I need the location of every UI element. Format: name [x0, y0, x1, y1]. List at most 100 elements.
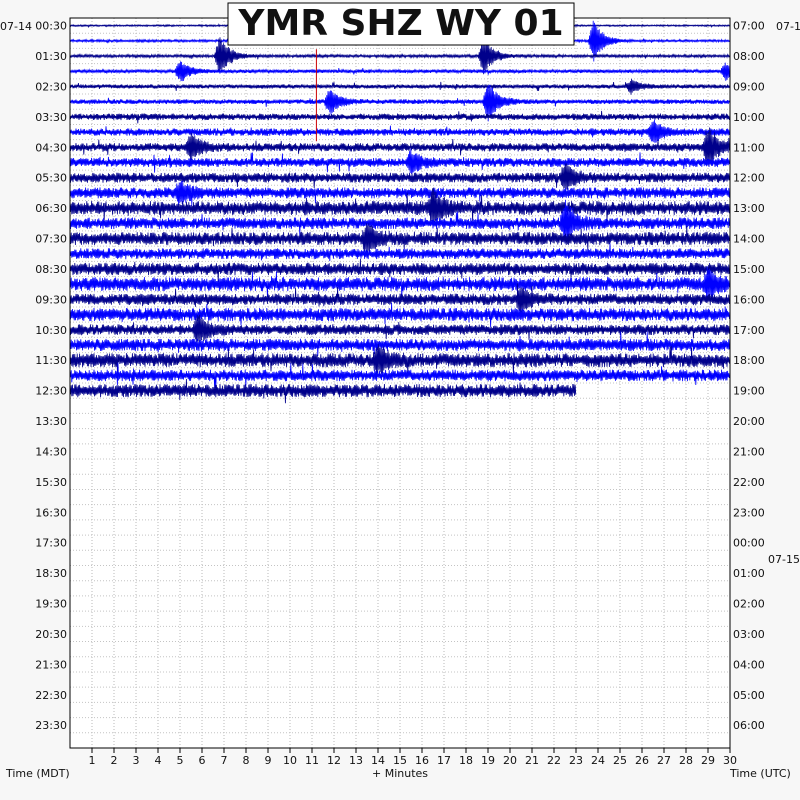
left-axis-label: Time (MDT): [5, 767, 70, 780]
trace-row: [69, 283, 730, 313]
right-hour-label: 06:00: [733, 719, 765, 732]
trace-row: [69, 119, 730, 143]
left-hour-label: 08:30: [35, 263, 67, 276]
left-hour-label: 13:30: [35, 415, 67, 428]
right-hour-label: 12:00: [733, 172, 765, 185]
left-hour-label: 19:30: [35, 598, 67, 611]
x-axis-ticks: 1 2 3 4 5 6 7 8 9 10 11 12 13 14 15 16 17 18 19 20 21 22 23 24 2…: [89, 748, 737, 767]
right-hour-label: 08:00: [733, 50, 765, 63]
x-tick-label: 12: [327, 754, 341, 767]
left-hour-label: 12:30: [35, 385, 67, 398]
left-hour-label: 02:30: [35, 80, 67, 93]
right-hour-label: 22:00: [733, 476, 765, 489]
left-hour-label: 15:30: [35, 476, 67, 489]
trace-row: [69, 302, 730, 328]
right-axis-label: Time (UTC): [729, 767, 791, 780]
right-hour-label: 19:00: [733, 385, 765, 398]
trace-row: [69, 37, 730, 75]
x-tick-label: 20: [503, 754, 517, 767]
seismic-traces: [69, 20, 730, 404]
trace-row: [69, 266, 730, 299]
trace-row: [69, 199, 730, 244]
trace-row: [69, 180, 730, 207]
x-tick-label: 14: [371, 754, 385, 767]
left-hour-label: 03:30: [35, 111, 67, 124]
right-date-label-top: 07-14: [776, 20, 800, 33]
left-hour-label: 05:30: [35, 172, 67, 185]
left-time-labels: 00:30 01:30 02:30 03:30 04:30 05:30 06:30 07:30…: [35, 20, 67, 733]
right-hour-label: 02:00: [733, 598, 765, 611]
right-hour-label: 10:00: [733, 111, 765, 124]
right-hour-label: 20:00: [733, 415, 765, 428]
x-tick-label: 8: [243, 754, 250, 767]
trace-row: [69, 127, 730, 166]
x-tick-label: 22: [547, 754, 561, 767]
right-hour-label: 14:00: [733, 233, 765, 246]
x-tick-label: 9: [265, 754, 272, 767]
trace-row: [69, 362, 730, 389]
x-tick-label: 24: [591, 754, 605, 767]
grid: [70, 18, 730, 748]
x-tick-label: 23: [569, 754, 583, 767]
trace-row: [69, 163, 730, 190]
left-hour-label: 10:30: [35, 324, 67, 337]
left-hour-label: 18:30: [35, 567, 67, 580]
right-hour-label: 11:00: [733, 141, 765, 154]
x-tick-label: 10: [283, 754, 297, 767]
trace-row: [69, 78, 730, 95]
left-hour-label: 22:30: [35, 689, 67, 702]
x-tick-label: 2: [111, 754, 118, 767]
x-tick-label: 18: [459, 754, 473, 767]
x-tick-label: 30: [723, 754, 737, 767]
x-tick-label: 26: [635, 754, 649, 767]
x-tick-label: 25: [613, 754, 627, 767]
title-box: [227, 2, 575, 46]
right-hour-label: 03:00: [733, 628, 765, 641]
left-hour-label: 04:30: [35, 141, 67, 154]
right-date-label-mid: 07-15: [768, 553, 800, 566]
trace-row: [69, 314, 730, 343]
x-tick-label: 6: [199, 754, 206, 767]
left-hour-label: 11:30: [35, 354, 67, 367]
right-time-labels: 07:00 08:00 09:00 10:00 11:00 12:00 13:00 14:00…: [733, 20, 765, 733]
x-tick-label: 13: [349, 754, 363, 767]
x-tick-label: 3: [133, 754, 140, 767]
right-hour-label: 21:00: [733, 445, 765, 458]
x-tick-label: 17: [437, 754, 451, 767]
right-hour-label: 16:00: [733, 293, 765, 306]
left-hour-label: 06:30: [35, 202, 67, 215]
left-hour-label: 00:30: [35, 20, 67, 33]
x-tick-label: 16: [415, 754, 429, 767]
x-tick-label: 1: [89, 754, 96, 767]
x-tick-label: 28: [679, 754, 693, 767]
right-hour-label: 13:00: [733, 202, 765, 215]
left-hour-label: 14:30: [35, 445, 67, 458]
x-tick-label: 27: [657, 754, 671, 767]
left-hour-label: 01:30: [35, 50, 67, 63]
right-hour-label: 15:00: [733, 263, 765, 276]
left-hour-label: 07:30: [35, 233, 67, 246]
x-tick-label: 5: [177, 754, 184, 767]
right-hour-label: 23:00: [733, 506, 765, 519]
x-tick-label: 21: [525, 754, 539, 767]
left-hour-label: 21:30: [35, 658, 67, 671]
x-tick-label: 11: [305, 754, 319, 767]
left-hour-label: 23:30: [35, 719, 67, 732]
left-hour-label: 16:30: [35, 506, 67, 519]
trace-row: [69, 258, 730, 283]
trace-row: [69, 223, 730, 257]
right-hour-label: 00:00: [733, 537, 765, 550]
x-axis-label: + Minutes: [372, 767, 428, 780]
right-hour-label: 17:00: [733, 324, 765, 337]
right-hour-label: 05:00: [733, 689, 765, 702]
trace-row: [69, 148, 730, 174]
trace-row: [69, 243, 730, 262]
right-hour-label: 07:00: [733, 20, 765, 33]
trace-row: [69, 110, 730, 124]
right-hour-label: 01:00: [733, 567, 765, 580]
trace-row: [69, 344, 730, 376]
trace-row: [69, 378, 577, 404]
x-tick-label: 4: [155, 754, 162, 767]
left-hour-label: 20:30: [35, 628, 67, 641]
trace-row: [69, 187, 730, 226]
